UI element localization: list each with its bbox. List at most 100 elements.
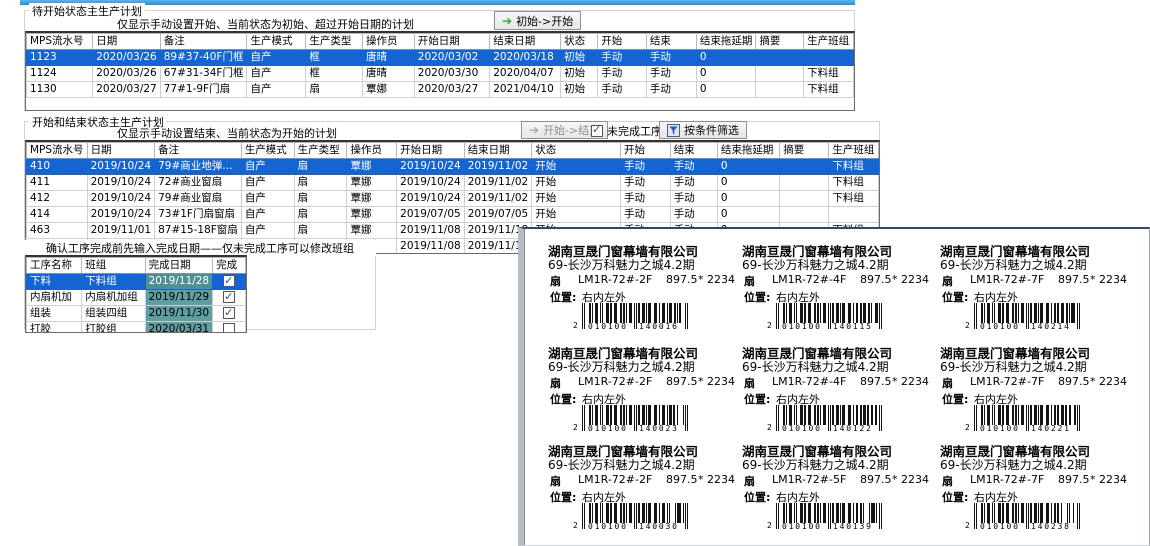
product-height: * 2234: [1090, 473, 1127, 486]
barcode-digits: 140238: [1031, 521, 1071, 531]
table-cell: 扇: [305, 81, 363, 98]
table-row[interactable]: 下料 下料组 2019/11/28: [26, 273, 246, 290]
table-cell: 覃娜: [346, 158, 398, 175]
process-done-checkbox[interactable]: [223, 291, 236, 304]
column-header[interactable]: 备注: [159, 33, 248, 50]
table-cell: 0: [695, 49, 757, 66]
column-header[interactable]: 结束: [669, 142, 718, 159]
column-header[interactable]: 工序名称: [26, 257, 83, 274]
position-label: 位置:: [550, 393, 577, 406]
product-model: LM1R-72#-4F: [772, 375, 847, 388]
barcode: 2 010100 140122: [767, 405, 883, 433]
column-header[interactable]: 备注: [154, 142, 242, 159]
unfinished-process-checkbox[interactable]: [591, 123, 603, 137]
init-to-start-label: 初始->开始: [516, 14, 574, 28]
column-header[interactable]: 状态: [560, 33, 599, 50]
column-header[interactable]: 结束拖延期: [695, 33, 757, 50]
table-row[interactable]: 1130 2020/03/27 77#1-9F门扇 自产扇覃娜 2020/03/27 20…: [26, 81, 854, 98]
table-cell: 覃娜: [346, 174, 398, 191]
table-cell: 2020/03/31: [144, 321, 214, 332]
table-cell: 开始: [531, 206, 621, 223]
column-header[interactable]: 操作员: [361, 33, 415, 50]
table-cell: 2019/10/24: [396, 174, 465, 191]
table-row[interactable]: 411 2019/10/24 72#商业窗扇 自产扇覃娜 2019/10/24 2019/…: [26, 174, 879, 191]
table-cell: [803, 49, 854, 66]
product-width: 897.5: [666, 273, 698, 286]
column-header[interactable]: 开始日期: [413, 33, 491, 50]
column-header[interactable]: 开始: [597, 33, 647, 50]
table-row[interactable]: 组装 组装四组 2019/11/30: [26, 305, 246, 322]
active-plans-note: 仅显示手动设置结束、当前状态为开始的计划: [117, 127, 337, 140]
column-header[interactable]: 开始: [619, 142, 671, 159]
column-header[interactable]: 操作员: [346, 142, 398, 159]
column-header[interactable]: 结束: [645, 33, 697, 50]
column-header[interactable]: 生产班组: [828, 142, 879, 159]
init-to-start-button[interactable]: ➔ 初始->开始: [494, 11, 582, 30]
table-cell: 覃娜: [346, 190, 398, 207]
table-cell: 内扇机加: [26, 289, 83, 306]
table-cell: [755, 65, 805, 82]
table-cell: 扇: [293, 174, 348, 191]
labels-panel: 湖南亘晟门窗幕墙有限公司 69-长沙万科魅力之城4.2期扇 LM1R-72#-2F 8…: [518, 227, 1150, 546]
process-done-checkbox[interactable]: [223, 307, 236, 320]
table-row[interactable]: 414 2019/10/24 73#1F门扇窗扇 自产扇覃娜 2019/07/05 201…: [26, 206, 879, 223]
product-type: 扇: [942, 275, 953, 288]
product-label-card: 湖南亘晟门窗幕墙有限公司 69-长沙万科魅力之城4.2期扇 LM1R-72#-2F 8…: [548, 241, 735, 335]
column-header[interactable]: 生产模式: [246, 33, 307, 50]
product-model: LM1R-72#-2F: [578, 273, 653, 286]
barcode-digits: 140115: [833, 321, 873, 331]
column-header[interactable]: 完成日期: [144, 257, 214, 274]
column-header[interactable]: MPS流水号: [26, 33, 94, 50]
process-done-checkbox[interactable]: [223, 275, 236, 288]
table-cell: 自产: [246, 49, 307, 66]
column-header[interactable]: 日期: [92, 33, 161, 50]
table-cell: 2019/11/02: [463, 190, 533, 207]
product-width: 897.5: [1058, 273, 1090, 286]
product-height: * 2234: [892, 273, 929, 286]
product-height: * 2234: [698, 273, 735, 286]
barcode-digits: 140221: [1031, 423, 1071, 433]
unfinished-process-label: 未完成工序: [607, 125, 662, 138]
column-header[interactable]: 摘要: [779, 142, 830, 159]
column-header[interactable]: 开始日期: [396, 142, 465, 159]
table-cell: [212, 289, 246, 306]
column-header[interactable]: 摘要: [755, 33, 805, 50]
start-to-finish-button[interactable]: ➔ 开始->结束: [521, 121, 609, 139]
table-row[interactable]: 内扇机加 内扇机加组 2019/11/29: [26, 289, 246, 306]
table-cell: 打胶组: [81, 321, 146, 332]
position-label: 位置:: [942, 491, 969, 504]
product-type: 扇: [942, 475, 953, 488]
product-model: LM1R-72#-5F: [772, 473, 847, 486]
position-value: 右内左外: [582, 393, 626, 406]
product-label-card: 湖南亘晟门窗幕墙有限公司 69-长沙万科魅力之城4.2期扇 LM1R-72#-7F 8…: [940, 441, 1127, 535]
column-header[interactable]: 日期: [86, 142, 156, 159]
barcode: 2 010100 140238: [965, 503, 1081, 531]
table-row[interactable]: 1124 2020/03/26 67#31-34F门框 自产框唐晴 2020/03/30…: [26, 65, 854, 82]
column-header[interactable]: MPS流水号: [26, 142, 88, 159]
filter-button[interactable]: 按条件筛选: [659, 121, 747, 139]
column-header[interactable]: 生产类型: [305, 33, 363, 50]
table-row[interactable]: 打胶 打胶组 2020/03/31: [26, 321, 246, 332]
column-header[interactable]: 结束日期: [463, 142, 533, 159]
project-name: 69-长沙万科魅力之城4.2期: [940, 458, 1087, 472]
table-row[interactable]: 410 2019/10/24 79#商业地弹… 自产扇覃娜 2019/10/24 2019…: [26, 158, 879, 175]
table-row[interactable]: 1123 2020/03/26 89#37-40F门框 自产框唐晴 2020/03/02…: [26, 49, 854, 66]
table-cell: 初始: [560, 81, 599, 98]
product-model: LM1R-72#-2F: [578, 375, 653, 388]
column-header[interactable]: 完成: [212, 257, 246, 274]
column-header[interactable]: 结束拖延期: [716, 142, 781, 159]
table-cell: 89#37-40F门框: [159, 49, 248, 66]
position-label: 位置:: [550, 491, 577, 504]
filter-button-label: 按条件筛选: [684, 124, 739, 137]
process-done-checkbox[interactable]: [223, 323, 236, 332]
column-header[interactable]: 班组: [81, 257, 146, 274]
table-cell: 77#1-9F门扇: [159, 81, 248, 98]
column-header[interactable]: 结束日期: [489, 33, 562, 50]
column-header[interactable]: 生产班组: [803, 33, 854, 50]
column-header[interactable]: 生产类型: [293, 142, 348, 159]
table-cell: 0: [716, 158, 781, 175]
table-row[interactable]: 412 2019/10/24 79#商业窗扇 自产扇覃娜 2019/10/24 2019/…: [26, 190, 879, 207]
column-header[interactable]: 生产模式: [240, 142, 295, 159]
column-header[interactable]: 状态: [531, 142, 621, 159]
table-cell: 72#商业窗扇: [154, 174, 242, 191]
